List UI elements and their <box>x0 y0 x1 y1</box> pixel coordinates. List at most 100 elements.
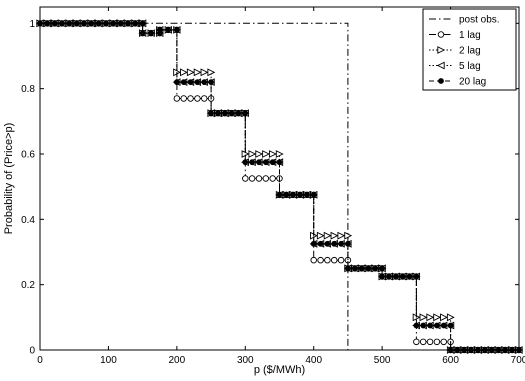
marker-filled-circle <box>66 20 73 27</box>
marker-filled-circle <box>310 240 317 247</box>
marker-filled-circle <box>44 20 51 27</box>
marker-filled-circle <box>173 79 180 86</box>
marker-triangle-right <box>323 231 332 240</box>
legend-entry: 20 lag <box>429 77 486 88</box>
marker-circle <box>242 175 249 182</box>
marker-triangle-right <box>426 313 435 322</box>
marker-filled-circle <box>406 273 413 280</box>
marker-triangle-right <box>275 150 284 158</box>
legend-entry: 1 lag <box>429 30 481 41</box>
legend-label: 1 lag <box>459 30 481 41</box>
y-axis-label: Probability of (Price>p) <box>3 123 15 235</box>
marker-filled-circle <box>440 322 447 329</box>
marker-filled-circle <box>221 110 228 117</box>
marker-filled-circle <box>262 159 269 166</box>
marker-filled-circle <box>331 240 338 247</box>
marker-triangle-right <box>433 313 442 322</box>
marker-circle <box>330 256 338 264</box>
marker-filled-circle <box>297 191 303 198</box>
x-tick-label: 500 <box>374 355 391 366</box>
marker-filled-circle <box>81 20 87 27</box>
marker-filled-circle <box>208 110 214 117</box>
marker-triangle-right <box>446 313 455 322</box>
series-5 <box>37 20 522 353</box>
marker-circle <box>317 256 324 264</box>
marker-filled-circle <box>201 79 208 86</box>
marker-filled-circle <box>290 191 297 198</box>
legend-entry: post obs. <box>429 15 500 26</box>
marker-circle <box>187 95 194 102</box>
x-tick-label: 100 <box>100 355 117 366</box>
marker-filled-circle <box>324 240 331 247</box>
marker-circle <box>200 95 208 102</box>
marker-circle <box>310 256 317 264</box>
marker-filled-circle <box>433 322 440 329</box>
legend-label: 5 lag <box>459 61 481 72</box>
marker-triangle-right <box>180 68 188 77</box>
marker-filled-circle <box>139 30 146 37</box>
marker-filled-circle <box>242 159 249 166</box>
marker-filled-circle <box>351 265 358 272</box>
marker-filled-circle <box>132 20 139 27</box>
marker-filled-circle <box>269 159 276 166</box>
marker-filled-circle <box>88 20 95 27</box>
marker-filled-circle <box>125 20 131 27</box>
legend-entry: 2 lag <box>429 46 481 57</box>
marker-triangle-right <box>316 231 325 240</box>
marker-triangle-right <box>330 231 339 240</box>
marker-filled-circle <box>317 240 324 247</box>
marker-filled-circle <box>139 20 146 27</box>
marker-filled-circle <box>165 26 172 33</box>
marker-circle <box>269 175 276 182</box>
x-axis-label: p ($/MWh) <box>254 364 305 376</box>
marker-filled-circle <box>310 191 317 198</box>
marker-circle <box>433 338 441 346</box>
marker-circle <box>337 256 345 264</box>
marker-triangle-right <box>269 150 277 158</box>
x-tick-label: 0 <box>37 355 43 366</box>
marker-filled-circle <box>358 265 365 272</box>
x-tick-label: 200 <box>169 355 186 366</box>
marker-filled-circle <box>180 79 187 86</box>
marker-circle <box>262 175 270 182</box>
legend-label: 2 lag <box>459 46 481 57</box>
y-tick-label: 1 <box>29 19 35 30</box>
marker-filled-circle <box>215 110 221 117</box>
marker-filled-circle <box>427 322 433 329</box>
marker-filled-circle <box>276 159 283 166</box>
marker-filled-circle <box>345 265 351 272</box>
marker-triangle-right <box>337 231 346 240</box>
marker-filled-circle <box>249 159 256 166</box>
x-tick-label: 300 <box>237 355 254 366</box>
marker-filled-circle <box>173 26 180 33</box>
marker-triangle-right <box>248 150 257 158</box>
marker-triangle-right <box>440 313 448 322</box>
marker-filled-circle <box>386 273 392 280</box>
marker-triangle-right <box>200 68 209 77</box>
marker-filled-circle <box>208 79 214 86</box>
marker-triangle-right <box>186 68 195 77</box>
marker-triangle-right <box>437 46 446 54</box>
marker-circle <box>437 31 445 38</box>
marker-circle <box>426 338 434 346</box>
marker-triangle-right <box>255 150 264 158</box>
marker-filled-circle <box>379 273 386 280</box>
marker-filled-circle <box>413 273 420 280</box>
legend-label: 20 lag <box>459 77 486 88</box>
y-tick-label: 0 <box>29 346 35 357</box>
marker-circle <box>194 95 201 102</box>
marker-filled-circle <box>73 20 80 27</box>
marker-filled-circle <box>194 79 201 86</box>
marker-filled-circle <box>365 265 372 272</box>
marker-circle <box>248 175 256 182</box>
legend-label: post obs. <box>459 15 500 26</box>
marker-triangle-right <box>419 313 428 322</box>
plot-frame <box>39 6 520 351</box>
marker-circle <box>440 338 447 346</box>
marker-circle <box>419 338 427 346</box>
marker-filled-circle <box>338 240 344 247</box>
marker-filled-circle <box>117 20 124 27</box>
y-tick-label: 0.2 <box>21 280 35 291</box>
marker-filled-circle <box>303 191 310 198</box>
marker-filled-circle <box>399 273 406 280</box>
